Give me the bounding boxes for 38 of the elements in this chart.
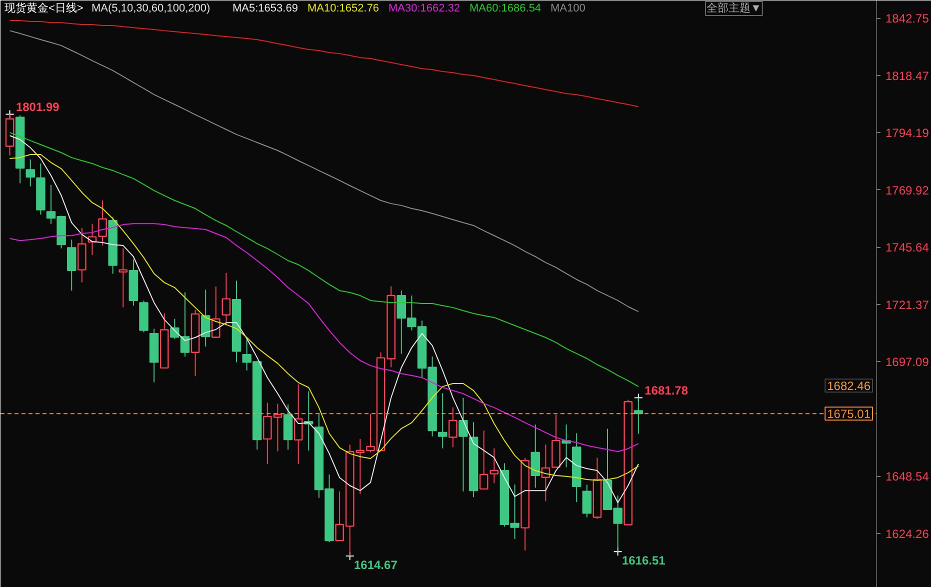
text: MA10:1652.76	[308, 2, 380, 14]
candlestick	[98, 200, 107, 246]
y-tick-label: 1648.54	[886, 470, 930, 484]
candlestick	[26, 158, 36, 187]
text: MA60:1686.54	[470, 2, 542, 14]
candlestick	[211, 286, 220, 338]
line-series	[9, 30, 639, 312]
candlestick	[479, 430, 488, 490]
y-tick-label: 1794.19	[886, 126, 930, 140]
text: 1681.78	[644, 384, 688, 398]
candlestick	[448, 406, 458, 448]
candlestick	[294, 384, 303, 464]
y-tick-label: 1697.09	[886, 355, 930, 370]
annotation: 1801.99	[16, 100, 60, 114]
candlestick	[490, 448, 499, 484]
y-tick-label: 1745.64	[886, 240, 930, 255]
candlestick	[458, 397, 468, 492]
chart-title: 现货黄金<日线>	[4, 2, 84, 14]
candlestick	[222, 272, 231, 326]
y-tick-label: 1769.92	[886, 183, 930, 198]
text: MA100	[550, 2, 586, 14]
candlestick	[66, 239, 76, 292]
text: 全部主题▼	[706, 2, 762, 14]
y-tick-label: 1624.26	[886, 526, 930, 541]
annotation: 1614.67	[354, 558, 398, 572]
candlestick	[582, 484, 592, 518]
y-tick-label: 1721.37	[886, 298, 930, 312]
text: MA30:1662.32	[388, 2, 460, 14]
ref-line-label: 1675.01	[827, 407, 871, 422]
text: MA5:1653.69	[232, 2, 298, 14]
candlestick	[118, 248, 128, 308]
y-tick-label: 1842.75	[886, 12, 930, 26]
y-tick-label: 1818.47	[886, 68, 930, 83]
candlestick	[438, 392, 448, 449]
annotation: 1616.51	[622, 554, 666, 568]
candlestick	[530, 424, 540, 488]
text: 1682.46	[827, 379, 871, 394]
chart-subtitle: MA(5,10,30,60,100,200)	[92, 2, 210, 14]
